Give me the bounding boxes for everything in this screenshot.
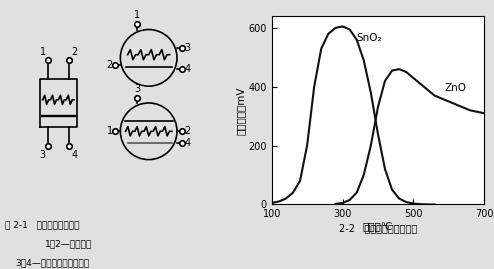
Text: ZnO: ZnO xyxy=(445,83,466,93)
Text: 2: 2 xyxy=(71,47,78,57)
X-axis label: 温度／℃: 温度／℃ xyxy=(363,222,393,232)
Text: 2: 2 xyxy=(184,126,191,136)
Text: SnO₂: SnO₂ xyxy=(357,33,382,43)
Text: 4: 4 xyxy=(71,150,77,160)
Text: 3: 3 xyxy=(134,83,140,94)
Text: 3、4—气敏电阻的一对电极: 3、4—气敏电阻的一对电极 xyxy=(15,258,89,267)
Text: 4: 4 xyxy=(184,64,191,74)
Text: 4: 4 xyxy=(184,138,191,148)
Text: 1、2—加热电极: 1、2—加热电极 xyxy=(44,239,92,248)
Text: 1: 1 xyxy=(40,47,46,57)
Text: 3: 3 xyxy=(184,43,191,53)
Text: 1: 1 xyxy=(107,126,113,136)
Text: 3: 3 xyxy=(40,150,46,160)
Text: 1: 1 xyxy=(134,10,140,20)
Y-axis label: 输出电压／mV: 输出电压／mV xyxy=(236,86,246,134)
Text: 2: 2 xyxy=(107,60,113,70)
Text: 图 2-1   气敏元件两对电极: 图 2-1 气敏元件两对电极 xyxy=(5,221,80,229)
Text: 2-2   输出电压与温度关系: 2-2 输出电压与温度关系 xyxy=(339,223,417,233)
